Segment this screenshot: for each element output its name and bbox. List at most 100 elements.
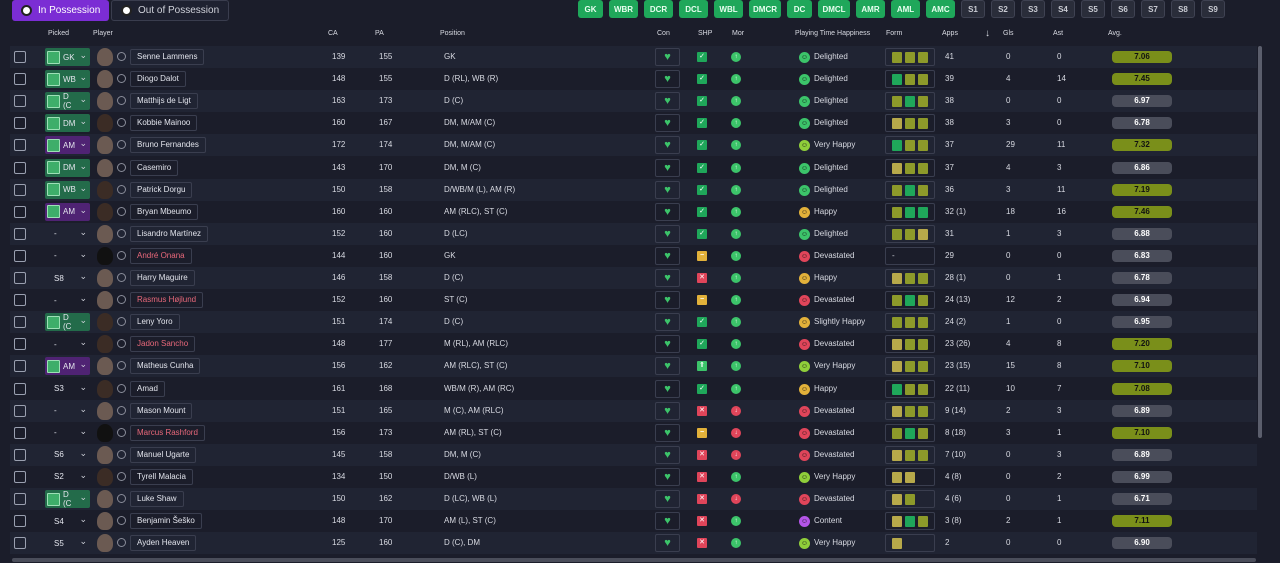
table-row[interactable]: WB ⌄ Diogo Dalot 148 155 D (RL), WB (R) ♥ ✓ ↑ ☺ De… (10, 68, 1257, 91)
player-name[interactable]: Benjamin Šeško (130, 513, 202, 530)
player-name[interactable]: Rasmus Højlund (130, 292, 204, 309)
position-chip-amr[interactable]: AMR (856, 0, 885, 18)
col-con[interactable]: Con (657, 30, 670, 37)
picked-select[interactable]: - ⌄ (54, 337, 87, 349)
select-checkbox[interactable] (14, 338, 26, 351)
col-ca[interactable]: CA (328, 30, 338, 37)
tab-in-possession[interactable]: In Possession (12, 0, 109, 21)
position-chip-amc[interactable]: AMC (926, 0, 955, 18)
player-name[interactable]: Lisandro Martínez (130, 225, 209, 242)
table-row[interactable]: S2 ⌄ Tyrell Malacia 134 150 D/WB (L) ♥ ✕ ↑ ☺ Very … (10, 465, 1257, 488)
player-name[interactable]: Ayden Heaven (130, 535, 197, 552)
col-shp[interactable]: SHP (698, 30, 713, 37)
sort-down-icon[interactable]: ↓ (985, 28, 990, 39)
position-chip-wbl[interactable]: WBL (714, 0, 743, 18)
picked-select[interactable]: DM ⌄ (45, 114, 90, 133)
picked-select[interactable]: DM ⌄ (45, 158, 90, 177)
table-row[interactable]: S4 ⌄ Benjamin Šeško 148 170 AM (L), ST (C) ♥ ✕ ↑… (10, 510, 1257, 533)
picked-select[interactable]: WB ⌄ (45, 180, 90, 199)
col-mor[interactable]: Mor (732, 30, 745, 37)
table-row[interactable]: AM ⌄ Bruno Fernandes 172 174 DM, M/AM (C) ♥ ✓ ↑ ☺… (10, 134, 1257, 157)
table-row[interactable]: S8 ⌄ Harry Maguire 146 158 D (C) ♥ ✕ ↑ ☺ Happy 28 (… (10, 267, 1257, 289)
table-row[interactable]: - ⌄ Rasmus Højlund 152 160 ST (C) ♥ − ↑ ☺ Devastat… (10, 289, 1257, 312)
table-row[interactable]: AM ⌄ Bryan Mbeumo 160 160 AM (RLC), ST (C) ♥ ✓ ↑… (10, 200, 1257, 223)
select-checkbox[interactable] (14, 515, 26, 528)
picked-select[interactable]: - ⌄ (54, 248, 87, 261)
col-gls[interactable]: Gls (1003, 30, 1014, 37)
table-row[interactable]: DM ⌄ Kobbie Mainoo 160 167 DM, M/AM (C) ♥ ✓ ↑ ☺ De… (10, 112, 1257, 135)
table-row[interactable]: - ⌄ Mason Mount 151 165 M (C), AM (RLC) ♥ ✕ ↓ ☺ De… (10, 399, 1257, 422)
picked-select[interactable]: - ⌄ (54, 226, 87, 239)
table-row[interactable]: AM ⌄ Matheus Cunha 156 162 AM (RLC), ST (C) ♥ ⇑… (10, 355, 1257, 378)
table-row[interactable]: - ⌄ Marcus Rashford 156 173 AM (RL), ST (C) ♥ −… (10, 421, 1257, 444)
select-checkbox[interactable] (14, 161, 26, 174)
position-chip-aml[interactable]: AML (891, 0, 920, 18)
position-chip-s2[interactable]: S2 (991, 0, 1015, 18)
player-name[interactable]: Manuel Ugarte (130, 446, 197, 463)
position-chip-s7[interactable]: S7 (1141, 0, 1165, 18)
position-chip-dcr[interactable]: DCR (644, 0, 673, 18)
player-name[interactable]: Mason Mount (130, 402, 193, 419)
table-row[interactable]: WB ⌄ Patrick Dorgu 150 158 D/WB/M (L), AM (R)… (10, 178, 1257, 201)
player-name[interactable]: Casemiro (130, 159, 179, 176)
table-row[interactable]: D (C ⌄ Leny Yoro 151 174 D (C) ♥ ✓ ↑ ☺ Slightly Ha… (10, 311, 1257, 334)
picked-select[interactable]: S6 ⌄ (54, 447, 87, 460)
table-row[interactable]: D (C ⌄ Matthijs de Ligt 163 173 D (C) ♥ ✓ ↑ ☺ Deli… (10, 90, 1257, 113)
select-checkbox[interactable] (14, 183, 26, 196)
select-checkbox[interactable] (14, 426, 26, 439)
position-chip-wbr[interactable]: WBR (609, 0, 638, 18)
position-chip-s6[interactable]: S6 (1111, 0, 1135, 18)
select-checkbox[interactable] (14, 294, 26, 307)
table-row[interactable]: S5 ⌄ Ayden Heaven 125 160 D (C), DM ♥ ✕ ↑ ☺ Very H… (10, 532, 1257, 555)
col-form[interactable]: Form (886, 30, 903, 37)
picked-select[interactable]: D (C ⌄ (45, 490, 90, 508)
col-apps[interactable]: Apps (942, 30, 958, 37)
picked-select[interactable]: S3 ⌄ (54, 381, 87, 394)
position-chip-dmcr[interactable]: DMCR (749, 0, 781, 18)
select-checkbox[interactable] (14, 227, 26, 240)
picked-select[interactable]: D (C ⌄ (45, 92, 90, 111)
player-name[interactable]: Amad (130, 380, 165, 397)
vertical-scrollbar[interactable] (1258, 46, 1262, 438)
select-checkbox[interactable] (14, 205, 26, 218)
position-chip-s1[interactable]: S1 (961, 0, 985, 18)
player-name[interactable]: André Onana (130, 247, 192, 264)
player-name[interactable]: Luke Shaw (130, 491, 184, 507)
select-checkbox[interactable] (14, 493, 26, 505)
table-row[interactable]: - ⌄ Lisandro Martínez 152 160 D (LC) ♥ ✓ ↑ ☺ Delig… (10, 222, 1257, 245)
picked-select[interactable]: AM ⌄ (45, 136, 90, 155)
col-picked[interactable]: Picked (48, 30, 70, 37)
player-name[interactable]: Marcus Rashford (130, 424, 205, 441)
col-pa[interactable]: PA (375, 30, 384, 37)
table-row[interactable]: - ⌄ André Onana 144 160 GK ♥ − ↑ ☺ Devastated -29 0 0… (10, 244, 1257, 267)
picked-select[interactable]: S5 ⌄ (54, 536, 87, 548)
player-name[interactable]: Kobbie Mainoo (130, 115, 198, 132)
picked-select[interactable]: S4 ⌄ (54, 514, 87, 526)
player-name[interactable]: Matthijs de Ligt (130, 93, 198, 110)
position-chip-dcl[interactable]: DCL (679, 0, 708, 18)
player-name[interactable]: Bruno Fernandes (130, 137, 206, 154)
player-name[interactable]: Senne Lammens (130, 49, 205, 65)
horizontal-scrollbar[interactable] (12, 558, 1256, 562)
col-ast[interactable]: Ast (1053, 30, 1064, 37)
col-position[interactable]: Position (440, 30, 465, 37)
table-row[interactable]: S3 ⌄ Amad 161 168 WB/M (R), AM (RC) ♥ ✓ ↑ ☺ Happy 2… (10, 377, 1257, 400)
table-row[interactable]: GK ⌄ Senne Lammens 139 155 GK ♥ ✓ ↑ ☺ Delighted 41 0… (10, 46, 1257, 68)
picked-select[interactable]: D (C ⌄ (45, 313, 90, 332)
picked-select[interactable]: S2 ⌄ (54, 469, 87, 482)
select-checkbox[interactable] (14, 448, 26, 461)
col-happiness[interactable]: Playing Time Happiness (795, 30, 871, 37)
picked-select[interactable]: AM ⌄ (45, 202, 90, 221)
select-checkbox[interactable] (14, 470, 26, 483)
select-checkbox[interactable] (14, 404, 26, 417)
table-row[interactable]: D (C ⌄ Luke Shaw 150 162 D (LC), WB (L) ♥ ✕ ↓ ☺ De… (10, 488, 1257, 510)
position-chip-dmcl[interactable]: DMCL (818, 0, 850, 18)
player-name[interactable]: Bryan Mbeumo (130, 203, 199, 220)
position-chip-gk[interactable]: GK (578, 0, 603, 18)
player-name[interactable]: Tyrell Malacia (130, 468, 193, 485)
select-checkbox[interactable] (14, 537, 26, 550)
position-chip-s5[interactable]: S5 (1081, 0, 1105, 18)
table-row[interactable]: S6 ⌄ Manuel Ugarte 145 158 DM, M (C) ♥ ✕ ↓ ☺ Devas… (10, 443, 1257, 466)
select-checkbox[interactable] (14, 360, 26, 373)
picked-select[interactable]: S8 ⌄ (54, 271, 87, 283)
